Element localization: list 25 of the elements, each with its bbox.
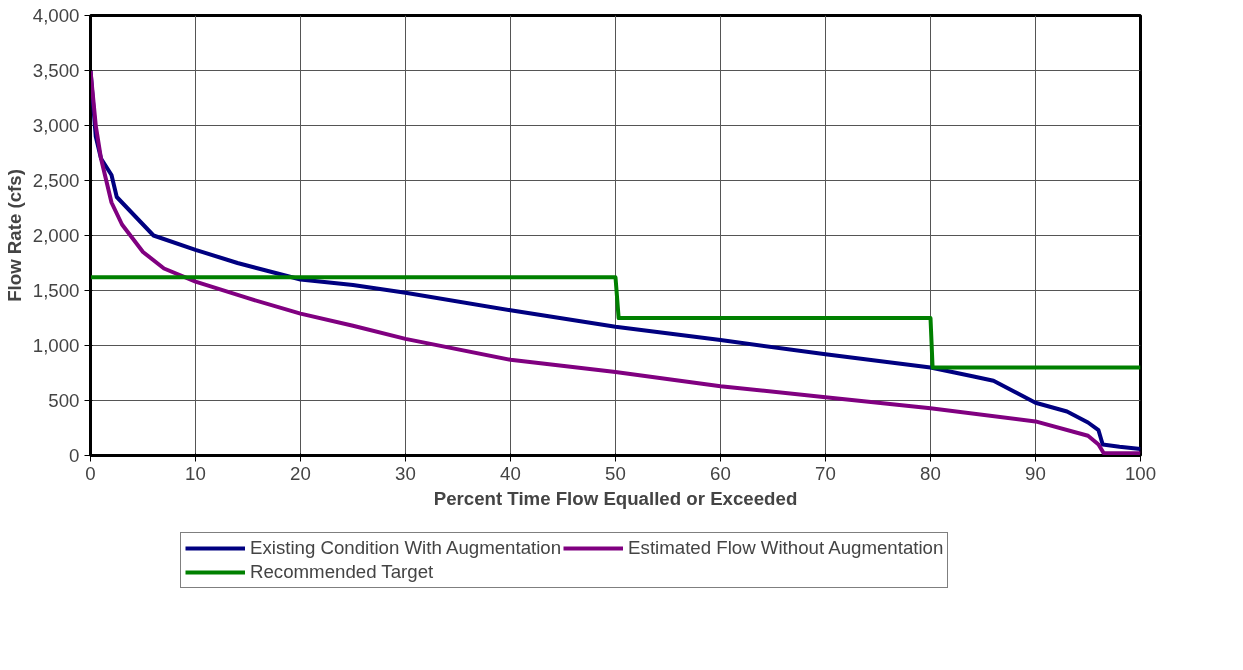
x-tick-label: 100 (1124, 462, 1157, 484)
y-tick-label: 2,000 (32, 225, 80, 246)
legend-label: Existing Condition With Augmentation (250, 537, 562, 559)
y-tick-label: 4,000 (32, 5, 80, 26)
x-axis-title: Percent Time Flow Equalled or Exceeded (433, 487, 798, 509)
x-tick-label: 40 (500, 462, 521, 484)
x-tick-label: 30 (395, 462, 416, 484)
x-tick-label: 60 (710, 462, 731, 484)
x-tick-label: 0 (85, 462, 96, 484)
y-tick-label: 0 (69, 445, 80, 466)
x-tick-label: 50 (605, 462, 626, 484)
y-tick-label: 1,000 (32, 335, 80, 356)
x-tick-label: 70 (815, 462, 836, 484)
y-tick-label: 2,500 (32, 170, 80, 191)
x-tick-label: 90 (1025, 462, 1046, 484)
y-tick-label: 1,500 (32, 280, 80, 301)
y-tick-label: 500 (48, 390, 80, 411)
y-tick-label: 3,500 (32, 60, 80, 81)
y-tick-label: 3,000 (32, 115, 80, 136)
legend-label: Estimated Flow Without Augmentation (628, 537, 944, 559)
x-tick-label: 20 (290, 462, 311, 484)
x-tick-label: 80 (920, 462, 941, 484)
legend-label: Recommended Target (250, 561, 434, 583)
x-tick-label: 10 (185, 462, 206, 484)
y-axis-title: Flow Rate (cfs) (3, 169, 25, 302)
